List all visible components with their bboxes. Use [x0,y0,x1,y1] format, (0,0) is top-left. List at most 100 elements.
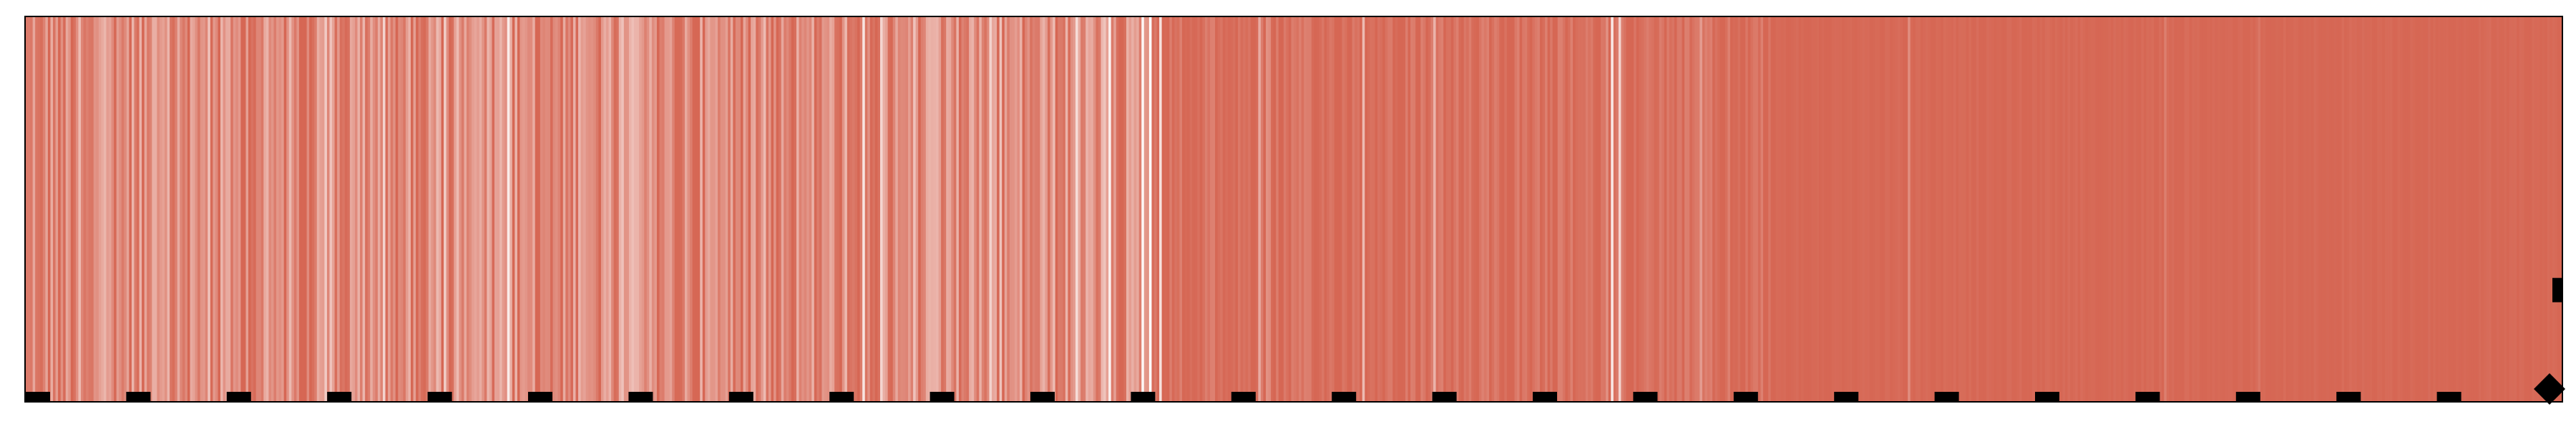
heatmap-cell [459,16,462,402]
row-marker [1834,392,1859,402]
heatmap-cell [1344,16,1348,402]
heatmap-cell [487,16,490,402]
heatmap-cell [2087,16,2092,402]
heatmap-cell [2197,16,2200,402]
heatmap-cell [1892,16,1896,402]
heatmap-cell [1821,16,1825,402]
heatmap-cell [2524,16,2527,402]
heatmap-cell [690,16,693,402]
heatmap-cell [882,16,886,402]
heatmap-cell [692,16,696,402]
heatmap-cell [1473,16,1477,402]
heatmap-cell [771,16,774,402]
heatmap-cell [339,16,343,402]
diamond-marker [2534,373,2565,405]
heatmap-cell [1565,16,1568,402]
heatmap-cell [2220,16,2223,402]
heatmap-cell [1060,16,1063,402]
heatmap-cell [2105,16,2109,402]
heatmap-cell [497,16,500,402]
heatmap-cell [2415,16,2419,402]
heatmap-cell [1103,16,1107,402]
heatmap-cell [2285,16,2289,402]
heatmap-cell [715,16,718,402]
heatmap-cell [969,16,972,402]
heatmap-cell [1017,16,1020,402]
heatmap-cell [416,16,419,402]
heatmap-cell [1053,16,1056,402]
heatmap-cells [25,16,2563,402]
heatmap-cell [492,16,495,402]
heatmap-cell [535,16,538,402]
heatmap-cell [2054,16,2058,402]
heatmap-cell [354,16,358,402]
heatmap-cell [1639,16,1642,402]
heatmap-cell [1768,16,1772,402]
heatmap-cell [410,16,414,402]
heatmap-cell [1174,16,1178,402]
heatmap-cell [1045,16,1048,402]
heatmap-cell [2298,16,2302,402]
heatmap-cell [2207,16,2210,402]
heatmap-cell [238,16,242,402]
heatmap-cell [2389,16,2394,402]
row-marker [2235,392,2260,402]
heatmap-cell [1352,16,1355,402]
heatmap-cell [2131,16,2135,402]
heatmap-cell [700,16,703,402]
heatmap-cell [32,16,36,402]
heatmap-cell [951,16,955,402]
heatmap-cell [2161,16,2165,402]
heatmap-cell [2496,16,2499,402]
heatmap-cell [395,16,399,402]
heatmap-cell [925,16,929,402]
heatmap-cell [1552,16,1556,402]
heatmap-cell [532,16,536,402]
heatmap-cell [2473,16,2477,402]
heatmap-cell [1946,16,1949,402]
heatmap-cell [1961,16,1964,402]
heatmap-cell [847,16,851,402]
heatmap-cell [2491,16,2494,402]
heatmap-cell [1156,16,1160,402]
heatmap-cell [2177,16,2180,402]
heatmap-cell [1002,16,1005,402]
heatmap-cell [2478,16,2482,402]
heatmap-cell [2212,16,2215,402]
heatmap-cell [2359,16,2363,402]
heatmap-cell [2481,16,2484,402]
heatmap-cell [418,16,421,402]
heatmap-cell [1159,16,1163,402]
heatmap-cell [1646,16,1650,402]
heatmap-cell [375,16,379,402]
heatmap-cell [1189,16,1193,402]
heatmap-cell [1113,16,1117,402]
heatmap-cell [2468,16,2472,402]
heatmap-cell [390,16,394,402]
heatmap-cell [2052,16,2056,402]
heatmap-cell [200,16,203,402]
heatmap-cell [2428,16,2431,402]
heatmap-cell [1813,16,1818,402]
heatmap-cell [2268,16,2271,402]
heatmap-cell [2466,16,2469,402]
heatmap-cell [288,16,292,402]
heatmap-cell [1649,16,1652,402]
heatmap-cell [1121,16,1125,402]
heatmap-cell [679,16,683,402]
heatmap-cell [519,16,523,402]
heatmap-cell [2328,16,2332,402]
heatmap-cell [768,16,772,402]
heatmap-cell [1068,16,1071,402]
heatmap-cell [1192,16,1196,402]
heatmap-cell [1476,16,1480,402]
heatmap-cell [621,16,625,402]
heatmap-cell [984,16,987,402]
heatmap-cell [1253,16,1257,402]
heatmap-cell [814,16,817,402]
heatmap-cell [1641,16,1644,402]
heatmap-cell [2501,16,2505,402]
heatmap-cell [979,16,982,402]
heatmap-cell [1989,16,1992,402]
heatmap-cell [1088,16,1091,402]
